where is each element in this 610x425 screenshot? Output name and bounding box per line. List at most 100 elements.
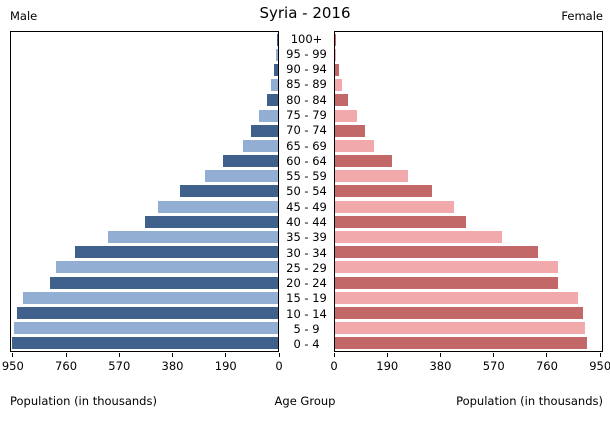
male-bar-0-4 xyxy=(12,337,278,350)
male-bar-100+ xyxy=(277,33,278,46)
female-row-95-99 xyxy=(335,47,602,62)
male-row-75-79 xyxy=(11,108,278,123)
female-bar-85-89 xyxy=(335,79,343,92)
male-bar-10-14 xyxy=(16,306,278,319)
male-row-20-24 xyxy=(11,275,278,290)
age-label-50-54: 50 - 54 xyxy=(286,184,327,199)
female-row-30-34 xyxy=(335,245,602,260)
age-label-40-44: 40 - 44 xyxy=(286,215,327,230)
female-axis-tickmark-570 xyxy=(493,352,495,357)
age-label-30-34: 30 - 34 xyxy=(286,245,327,260)
age-label-25-29: 25 - 29 xyxy=(286,260,327,275)
male-axis-ticklabel-950: 950 xyxy=(1,358,24,373)
male-row-55-59 xyxy=(11,169,278,184)
female-bar-40-44 xyxy=(335,215,466,228)
female-bar-80-84 xyxy=(335,94,348,107)
female-bar-70-74 xyxy=(335,124,365,137)
male-bar-70-74 xyxy=(251,124,278,137)
male-row-100+ xyxy=(11,32,278,47)
male-row-5-9 xyxy=(11,321,278,336)
male-bar-50-54 xyxy=(179,185,278,198)
female-bar-30-34 xyxy=(335,246,538,259)
female-bar-5-9 xyxy=(335,322,586,335)
female-row-90-94 xyxy=(335,62,602,77)
female-bar-50-54 xyxy=(335,185,433,198)
age-label-75-79: 75 - 79 xyxy=(286,108,327,123)
age-group-axis-title: Age Group xyxy=(274,394,336,408)
male-row-15-19 xyxy=(11,290,278,305)
female-axis-tickmark-950 xyxy=(599,352,601,357)
age-label-20-24: 20 - 24 xyxy=(286,276,327,291)
male-row-30-34 xyxy=(11,245,278,260)
female-axis-label: Female xyxy=(561,9,603,23)
male-bar-35-39 xyxy=(108,231,278,244)
male-axis-ticklabel-380: 380 xyxy=(161,358,184,373)
age-label-60-64: 60 - 64 xyxy=(286,153,327,168)
female-axis-tickmark-190 xyxy=(386,352,388,357)
male-bars-panel xyxy=(10,31,279,352)
male-row-60-64 xyxy=(11,154,278,169)
male-bar-65-69 xyxy=(242,139,278,152)
male-axis-tickmark-950 xyxy=(12,352,14,357)
female-row-100+ xyxy=(335,32,602,47)
female-row-40-44 xyxy=(335,214,602,229)
female-bars-panel xyxy=(334,31,603,352)
male-bar-30-34 xyxy=(74,246,278,259)
age-label-45-49: 45 - 49 xyxy=(286,199,327,214)
male-row-95-99 xyxy=(11,47,278,62)
female-row-50-54 xyxy=(335,184,602,199)
female-bar-65-69 xyxy=(335,139,375,152)
female-row-55-59 xyxy=(335,169,602,184)
age-label-80-84: 80 - 84 xyxy=(286,92,327,107)
male-row-10-14 xyxy=(11,305,278,320)
male-row-80-84 xyxy=(11,93,278,108)
age-label-35-39: 35 - 39 xyxy=(286,230,327,245)
female-bar-55-59 xyxy=(335,170,408,183)
female-axis-tickmark-0 xyxy=(333,352,335,357)
female-bar-0-4 xyxy=(335,337,587,350)
male-row-65-69 xyxy=(11,138,278,153)
male-axis-tickmark-380 xyxy=(172,352,174,357)
age-label-10-14: 10 - 14 xyxy=(286,306,327,321)
female-row-15-19 xyxy=(335,290,602,305)
female-bar-90-94 xyxy=(335,63,339,76)
male-axis-label: Male xyxy=(10,9,38,23)
female-axis-ticklabel-190: 190 xyxy=(376,358,399,373)
female-bar-60-64 xyxy=(335,155,392,168)
female-axis-ticklabel-570: 570 xyxy=(482,358,505,373)
male-bar-5-9 xyxy=(13,322,278,335)
male-bar-40-44 xyxy=(145,215,278,228)
male-bar-55-59 xyxy=(205,170,278,183)
female-axis-ticklabel-0: 0 xyxy=(330,358,338,373)
male-bar-20-24 xyxy=(50,276,278,289)
female-bar-75-79 xyxy=(335,109,357,122)
female-row-80-84 xyxy=(335,93,602,108)
male-x-axis: 950 760 570 380 190 0 xyxy=(2,352,283,379)
female-axis-tickmark-380 xyxy=(439,352,441,357)
male-axis-ticklabel-570: 570 xyxy=(108,358,131,373)
age-label-95-99: 95 - 99 xyxy=(286,46,327,61)
female-row-65-69 xyxy=(335,138,602,153)
male-row-0-4 xyxy=(11,336,278,351)
female-row-35-39 xyxy=(335,229,602,244)
male-row-70-74 xyxy=(11,123,278,138)
female-axis-ticklabel-950: 950 xyxy=(589,358,610,373)
female-bar-45-49 xyxy=(335,200,454,213)
age-label-0-4: 0 - 4 xyxy=(293,337,320,352)
male-row-45-49 xyxy=(11,199,278,214)
male-axis-ticklabel-0: 0 xyxy=(275,358,283,373)
age-label-55-59: 55 - 59 xyxy=(286,169,327,184)
male-row-85-89 xyxy=(11,78,278,93)
male-bar-80-84 xyxy=(266,94,278,107)
male-bar-85-89 xyxy=(271,79,278,92)
age-label-5-9: 5 - 9 xyxy=(293,321,320,336)
age-label-15-19: 15 - 19 xyxy=(286,291,327,306)
male-x-axis-title: Population (in thousands) xyxy=(10,394,157,408)
female-row-75-79 xyxy=(335,108,602,123)
male-row-40-44 xyxy=(11,214,278,229)
female-bar-100+ xyxy=(335,33,336,46)
male-axis-ticklabel-760: 760 xyxy=(55,358,78,373)
female-bar-25-29 xyxy=(335,261,559,274)
male-bar-60-64 xyxy=(223,155,278,168)
